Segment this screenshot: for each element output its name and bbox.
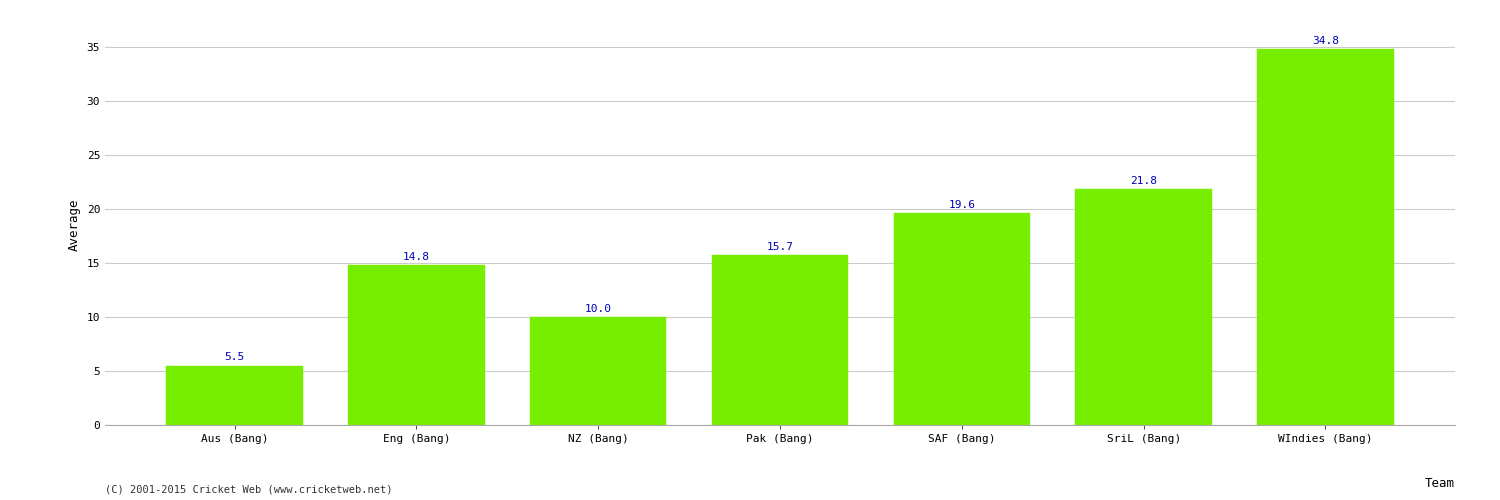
Bar [712,256,848,425]
Bar [1076,190,1212,425]
Text: (C) 2001-2015 Cricket Web (www.cricketweb.net): (C) 2001-2015 Cricket Web (www.cricketwe… [105,485,393,495]
Bar [530,317,666,425]
Text: 21.8: 21.8 [1130,176,1156,186]
Text: 19.6: 19.6 [948,200,975,210]
Text: 34.8: 34.8 [1312,36,1340,46]
Text: 10.0: 10.0 [585,304,612,314]
Y-axis label: Average: Average [68,198,81,251]
Bar [348,265,484,425]
Text: 5.5: 5.5 [225,352,245,362]
Text: 14.8: 14.8 [404,252,430,262]
Bar [1257,49,1394,425]
Bar [166,366,303,425]
Text: Team: Team [1425,477,1455,490]
Bar [894,213,1030,425]
Text: 15.7: 15.7 [766,242,794,252]
